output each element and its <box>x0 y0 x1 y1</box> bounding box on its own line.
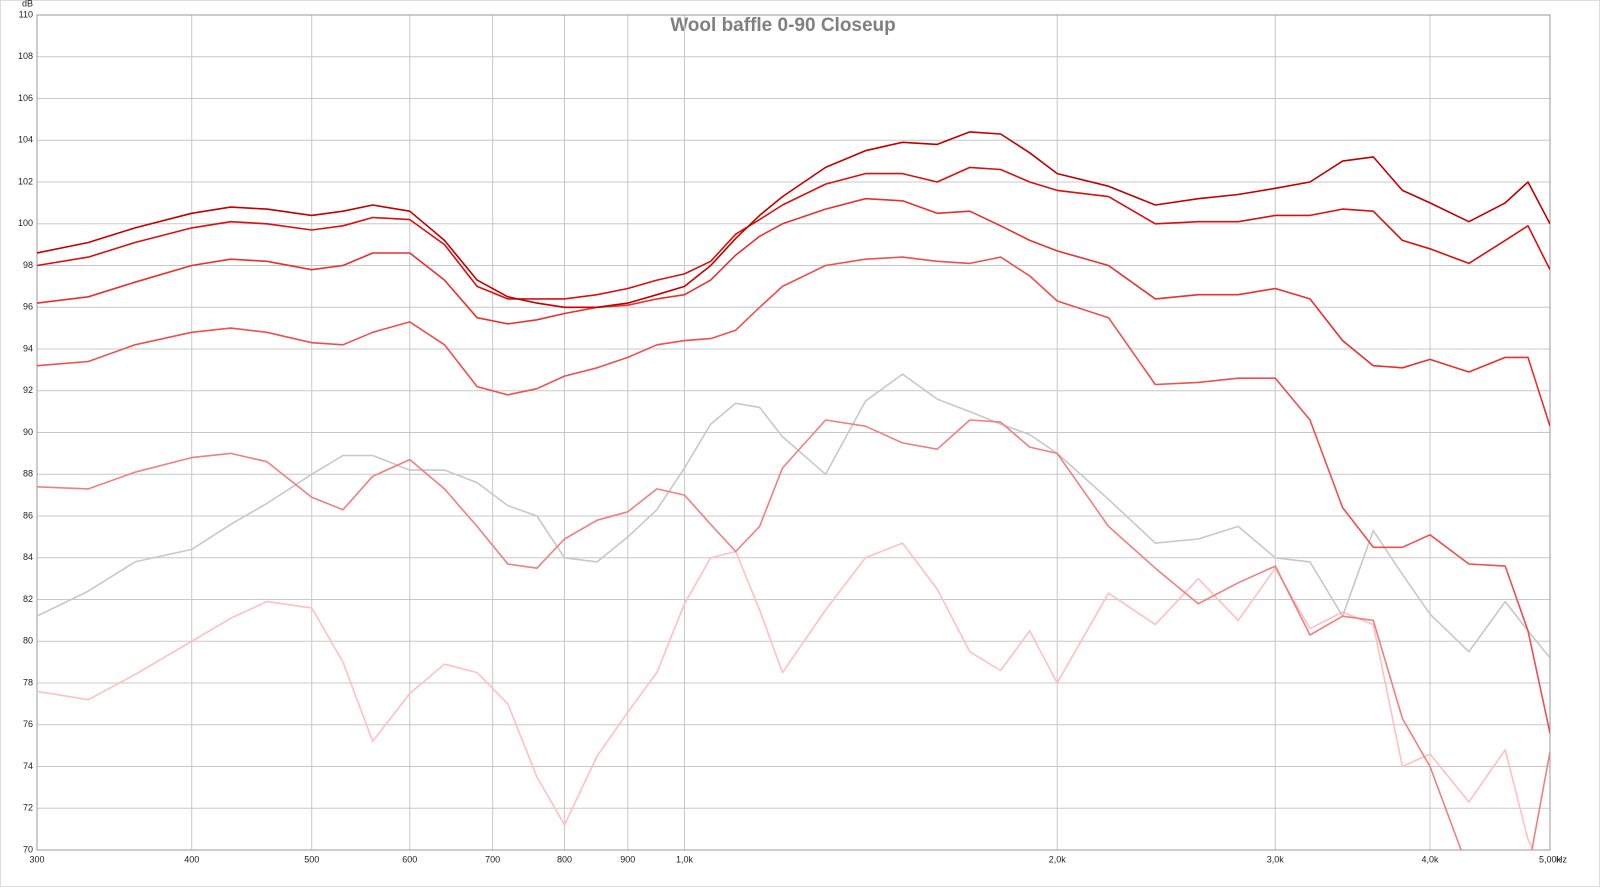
y-tick-label: 82 <box>23 594 33 604</box>
x-tick-label: 4,0k <box>1421 854 1439 864</box>
series-line <box>37 256 1550 734</box>
x-tick-label: 800 <box>557 854 572 864</box>
y-tick-label: 78 <box>23 677 33 687</box>
x-tick-label: 1,0k <box>676 854 694 864</box>
series-line <box>37 166 1550 300</box>
series-line <box>37 373 1550 659</box>
series-line <box>37 131 1550 309</box>
y-tick-label: 98 <box>23 260 33 270</box>
x-tick-label: 2,0k <box>1049 854 1067 864</box>
y-tick-label: 88 <box>23 469 33 479</box>
x-tick-label: 5,00k <box>1539 854 1562 864</box>
y-tick-label: 86 <box>23 510 33 520</box>
y-tick-label: 94 <box>23 343 33 353</box>
x-tick-label: 700 <box>485 854 500 864</box>
x-tick-label: 500 <box>304 854 319 864</box>
y-tick-label: 84 <box>23 552 33 562</box>
x-tick-label: 600 <box>402 854 417 864</box>
y-tick-label: 104 <box>18 135 33 145</box>
x-tick-label: 300 <box>29 854 44 864</box>
y-tick-label: 90 <box>23 427 33 437</box>
x-tick-label: 3,0k <box>1267 854 1285 864</box>
series-line <box>37 542 1535 850</box>
x-tick-label: 900 <box>620 854 635 864</box>
y-tick-label: 72 <box>23 803 33 813</box>
plot-lines <box>37 131 1550 850</box>
y-tick-label: 80 <box>23 636 33 646</box>
y-tick-label: 76 <box>23 719 33 729</box>
x-tick-label: 400 <box>184 854 199 864</box>
y-tick-label: 96 <box>23 302 33 312</box>
chart-title: Wool baffle 0-90 Closeup <box>670 15 896 36</box>
y-tick-label: 70 <box>23 844 33 854</box>
series-line <box>37 419 1550 850</box>
y-tick-label: 74 <box>23 761 33 771</box>
y-tick-label: 108 <box>18 51 33 61</box>
y-axis-label: dB <box>22 0 33 8</box>
y-tick-label: 106 <box>18 93 33 103</box>
x-axis-label: Hz <box>1556 854 1567 864</box>
y-tick-label: 110 <box>19 9 33 19</box>
y-tick-label: 92 <box>23 385 33 395</box>
plot-frame <box>36 14 1551 851</box>
y-tick-label: 100 <box>18 218 33 228</box>
y-tick-label: 102 <box>18 176 33 186</box>
series-line <box>37 197 1550 427</box>
